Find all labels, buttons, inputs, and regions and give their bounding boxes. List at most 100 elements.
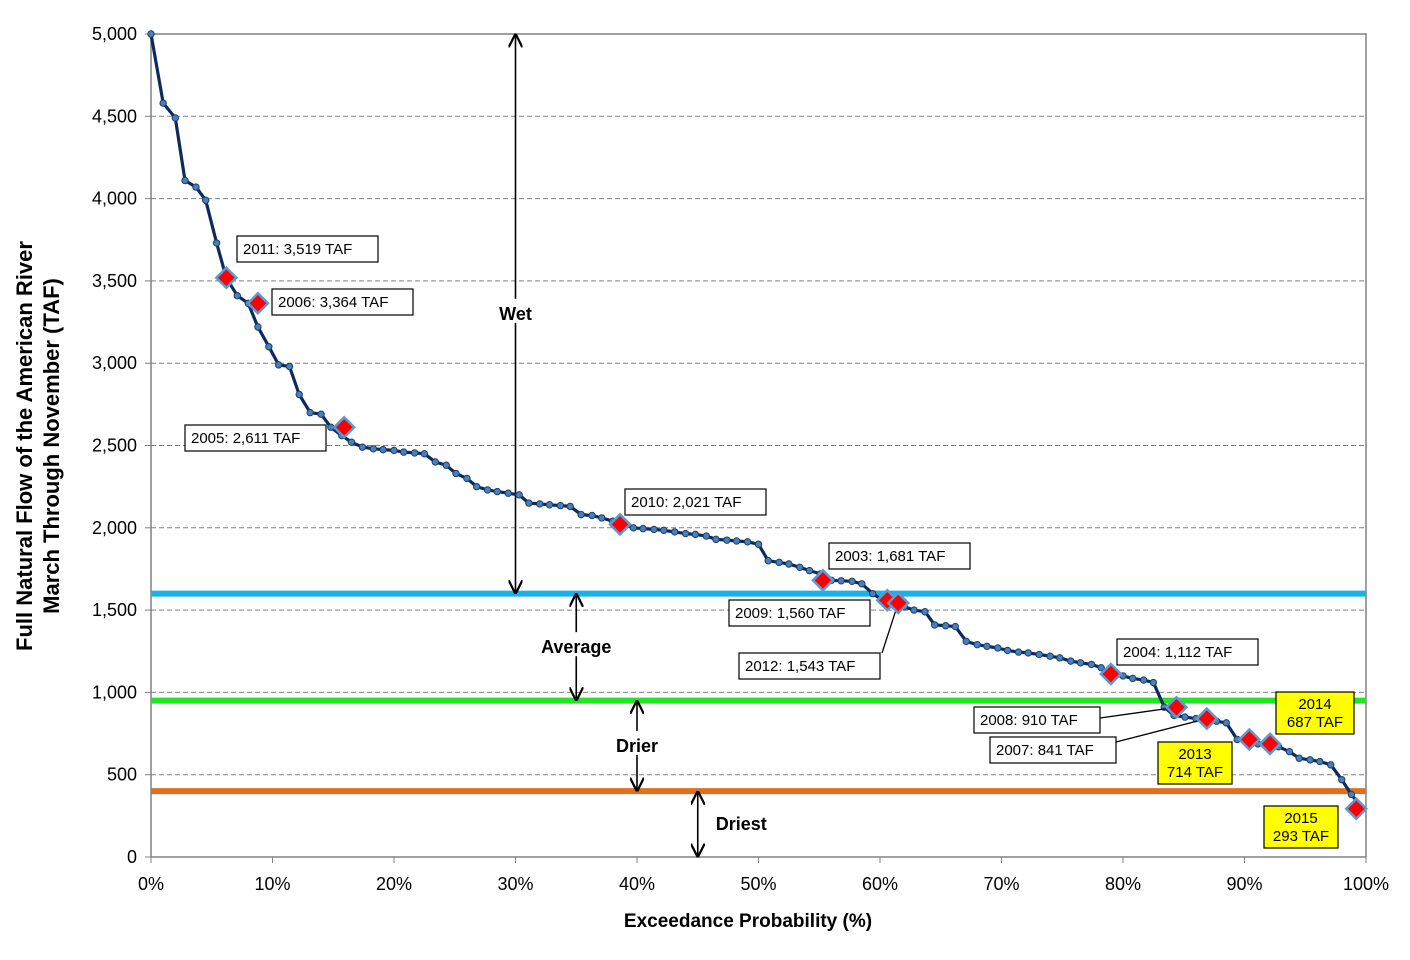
year-marker — [332, 415, 356, 439]
curve-point — [483, 486, 492, 494]
gridlines — [151, 115, 1366, 776]
curve-point — [472, 482, 481, 491]
zone-annotations: Wet Average Drier Driest — [493, 35, 767, 856]
zone-label: Wet — [499, 304, 532, 324]
callout-text: 2012: 1,543 TAF — [745, 658, 855, 675]
curve-point — [493, 487, 501, 496]
curve-point — [754, 540, 763, 548]
curve-point — [265, 343, 273, 351]
curve-point — [983, 642, 991, 651]
curve-point — [233, 292, 241, 300]
y-tick-label: 4,500 — [92, 106, 137, 126]
x-tick-label: 90% — [1226, 874, 1262, 894]
curve-point — [577, 510, 585, 519]
year-callout: 2006: 3,364 TAF — [246, 288, 414, 316]
year-marker — [1164, 695, 1189, 719]
curve-point — [650, 525, 658, 534]
x-tick-label: 30% — [497, 874, 533, 894]
curve-point — [390, 446, 398, 455]
year-marker — [608, 512, 632, 537]
curve-point — [358, 443, 367, 451]
y-tick-label: 2,500 — [92, 436, 137, 456]
curve-point — [598, 514, 606, 522]
callout-box — [1116, 638, 1259, 666]
zone-label-bg — [531, 632, 621, 657]
callout-text: 2008: 910 TAF — [980, 712, 1078, 729]
y-tick-label: 500 — [107, 765, 137, 785]
curve-point — [775, 558, 783, 567]
curve-point — [629, 524, 638, 532]
x-tick-label: 50% — [740, 874, 776, 894]
y-tick-label: 2,000 — [92, 518, 137, 538]
curve-point — [796, 563, 804, 572]
zone-label-bg — [603, 730, 671, 755]
year-marker — [246, 291, 270, 316]
year-callout: 2008: 910 TAF — [973, 695, 1189, 734]
curve-point — [660, 526, 668, 534]
curve-point — [212, 239, 221, 247]
callout-text: 2014 — [1298, 696, 1331, 713]
x-tick-label: 10% — [254, 874, 290, 894]
curve-point — [369, 445, 378, 453]
curve-point — [1149, 678, 1158, 687]
y-tick-label: 1,000 — [92, 682, 137, 702]
curve-point — [1003, 646, 1012, 655]
y-tick-label: 5,000 — [92, 24, 137, 44]
curve-point — [702, 532, 710, 540]
curve-point — [930, 621, 939, 629]
curve-point — [1306, 756, 1314, 764]
callout-box — [728, 599, 871, 627]
x-tick-label: 40% — [619, 874, 655, 894]
curve-point — [504, 489, 512, 497]
callout-text: 2010: 2,021 TAF — [631, 494, 741, 511]
y-tick-label: 0 — [127, 847, 137, 867]
curve-point — [1129, 674, 1137, 683]
curve-point — [973, 640, 981, 649]
year-callout: 2007: 841 TAF — [989, 706, 1219, 764]
curve-point — [837, 577, 845, 585]
curve-point — [785, 560, 793, 568]
curve-point — [556, 501, 565, 510]
year-marker — [1237, 727, 1262, 752]
y-tick-label: 3,000 — [92, 353, 137, 373]
curve-point — [536, 500, 544, 508]
callout-text: 687 TAF — [1287, 714, 1343, 731]
curve-point — [452, 469, 460, 478]
curve-point — [732, 537, 741, 545]
zone-label: Driest — [716, 814, 767, 834]
curve-point — [515, 491, 523, 499]
year-callout: 2009: 1,560 TAF — [728, 588, 900, 627]
curve-point — [712, 535, 720, 544]
x-tick-label: 80% — [1105, 874, 1141, 894]
callout-text: 714 TAF — [1167, 764, 1223, 781]
curve-point — [295, 390, 303, 399]
curve-point — [1046, 652, 1054, 660]
year-callout: 2011: 3,519 TAF — [214, 235, 379, 290]
curve-point — [1097, 664, 1105, 672]
curve-point — [379, 445, 387, 454]
curve-point — [723, 536, 731, 544]
callout-text: 2009: 1,560 TAF — [735, 605, 845, 622]
zone-label: Average — [541, 637, 611, 657]
curve-point — [1316, 757, 1324, 766]
x-axis-ticks: 0% 10% 20% 30% 40% 50% 60% 70% 80% 90% 100% — [138, 857, 1389, 894]
curve-point — [848, 577, 856, 585]
x-axis-title: Exceedance Probability (%) — [624, 911, 872, 932]
callout-text: 293 TAF — [1273, 828, 1329, 845]
curve-point — [274, 361, 283, 369]
curve-point — [588, 511, 596, 520]
curve-point — [670, 528, 679, 536]
year-callout: 2012: 1,543 TAF — [738, 591, 910, 680]
curve-point — [410, 449, 419, 457]
curve-point — [1014, 648, 1023, 656]
callout-text: 2011: 3,519 TAF — [243, 241, 352, 258]
year-callout: 2004: 1,112 TAF — [1099, 638, 1259, 686]
callout-box — [236, 235, 379, 263]
curve-point — [431, 458, 440, 466]
callout-box — [973, 706, 1101, 734]
curve-point — [1181, 713, 1189, 721]
zone-label-bg — [493, 298, 538, 323]
curve-point — [1139, 676, 1148, 684]
